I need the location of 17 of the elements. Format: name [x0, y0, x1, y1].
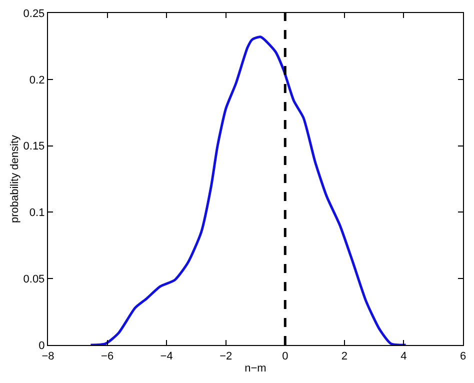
- y-tick-label: 0.15: [23, 140, 45, 153]
- line-series: [89, 36, 408, 345]
- x-tick-label: −6: [101, 350, 114, 362]
- y-tick-label: 0.25: [23, 8, 45, 20]
- x-tick-label: −8: [42, 350, 54, 362]
- y-tick-label: 0.2: [29, 74, 45, 86]
- y-tick-label: 0: [38, 340, 45, 352]
- y-tick-label: 0.05: [23, 273, 45, 286]
- x-tick-label: 4: [400, 350, 407, 362]
- y-tick-label: 0.1: [29, 207, 45, 220]
- x-tick-label: 0: [282, 350, 288, 362]
- x-axis-title: n−m: [244, 362, 266, 374]
- x-tick-label: −2: [220, 350, 232, 362]
- x-tick-label: −4: [160, 350, 173, 362]
- x-tick-label: 6: [460, 350, 466, 362]
- x-tick-label: 2: [341, 350, 348, 362]
- y-axis-title: probability density: [8, 134, 21, 224]
